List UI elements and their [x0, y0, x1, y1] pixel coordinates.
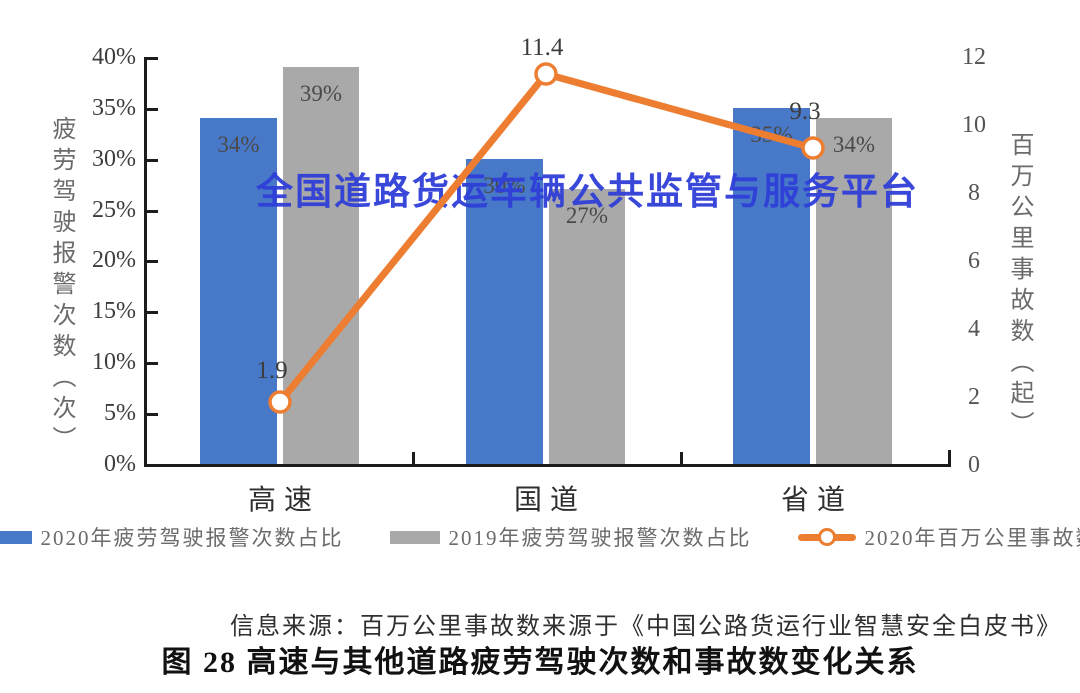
left-axis-tick-label: 10% — [92, 349, 136, 375]
line-marker — [534, 62, 558, 86]
left-axis-tick-label: 35% — [92, 95, 136, 121]
watermark-text: 全国道路货运车辆公共监管与服务平台 — [256, 172, 919, 213]
category-label-gaosu: 高速 — [247, 485, 320, 516]
y-axis-tick — [147, 413, 158, 416]
line-value-label: 1.9 — [256, 357, 288, 384]
left-axis-tick-label: 30% — [92, 146, 136, 172]
x-axis-line — [144, 464, 951, 467]
line-value-label: 9.3 — [789, 98, 821, 125]
legend-item-2019-bar: 2019年疲劳驾驶报警次数占比 — [389, 522, 752, 552]
left-axis-tick-label: 40% — [92, 44, 136, 70]
left-axis-tick-label: 25% — [92, 197, 136, 223]
source-note: 信息来源：百万公里事故数来源于《中国公路货运行业智慧安全白皮书》 — [230, 614, 1062, 640]
bar-2019-gaosu — [283, 67, 359, 464]
right-axis-tick-label: 6 — [968, 248, 980, 274]
y-axis-tick — [147, 362, 158, 365]
line-value-label: 11.4 — [520, 34, 564, 61]
y-axis-tick — [147, 159, 158, 162]
y-axis-tick — [147, 311, 158, 314]
bar-value-label: 34% — [217, 132, 260, 157]
right-axis-tick-label: 12 — [962, 44, 986, 70]
left-axis-tick-label: 0% — [104, 451, 136, 477]
legend-label: 2019年疲劳驾驶报警次数占比 — [448, 526, 752, 550]
legend-item-2020-line: 2020年百万公里事故数 — [797, 522, 1080, 552]
right-axis-tick-label: 4 — [968, 316, 980, 342]
legend-label: 2020年疲劳驾驶报警次数占比 — [40, 526, 344, 550]
right-axis-tick-label: 2 — [968, 384, 980, 410]
right-axis-tick-label: 0 — [968, 452, 980, 478]
right-axis-tick-label: 10 — [962, 112, 986, 138]
legend-swatch-gray — [389, 530, 440, 544]
y-axis-tick — [147, 108, 158, 111]
bar-2019-guodao — [549, 189, 625, 464]
y-axis-tick — [147, 210, 158, 213]
legend-label: 2020年百万公里事故数 — [864, 526, 1080, 550]
bar-value-label: 34% — [832, 132, 876, 157]
bar-2020-gaosu — [200, 118, 277, 464]
y-axis-tick — [147, 260, 158, 263]
legend-item-2020-bar: 2020年疲劳驾驶报警次数占比 — [0, 522, 344, 552]
bar-2019-shengdao — [816, 118, 892, 464]
bar-value-label: 39% — [299, 81, 343, 106]
category-label-guodao: 国道 — [513, 485, 586, 516]
right-axis-title: 百万公里事故数（起） — [1006, 132, 1032, 442]
y-axis-tick — [147, 57, 158, 60]
category-label-shengdao: 省道 — [780, 485, 853, 516]
left-axis-title: 疲劳驾驶报警次数（次） — [48, 116, 74, 457]
left-axis-tick-label: 20% — [92, 247, 136, 273]
y-axis-line — [144, 57, 147, 467]
x-axis-tick — [412, 452, 415, 464]
right-axis-tick-label: 8 — [968, 180, 980, 206]
legend: 2020年疲劳驾驶报警次数占比 2019年疲劳驾驶报警次数占比 2020年百万公… — [0, 523, 1080, 551]
left-axis-tick-label: 5% — [104, 400, 136, 426]
left-axis-tick-label: 15% — [92, 298, 136, 324]
x-axis-tick — [680, 452, 683, 464]
legend-line-marker-icon — [797, 527, 856, 547]
figure-caption: 图 28 高速与其他道路疲劳驾驶次数和事故数变化关系 — [161, 646, 919, 679]
x-axis-tick — [948, 450, 951, 464]
legend-swatch-blue — [0, 530, 32, 544]
